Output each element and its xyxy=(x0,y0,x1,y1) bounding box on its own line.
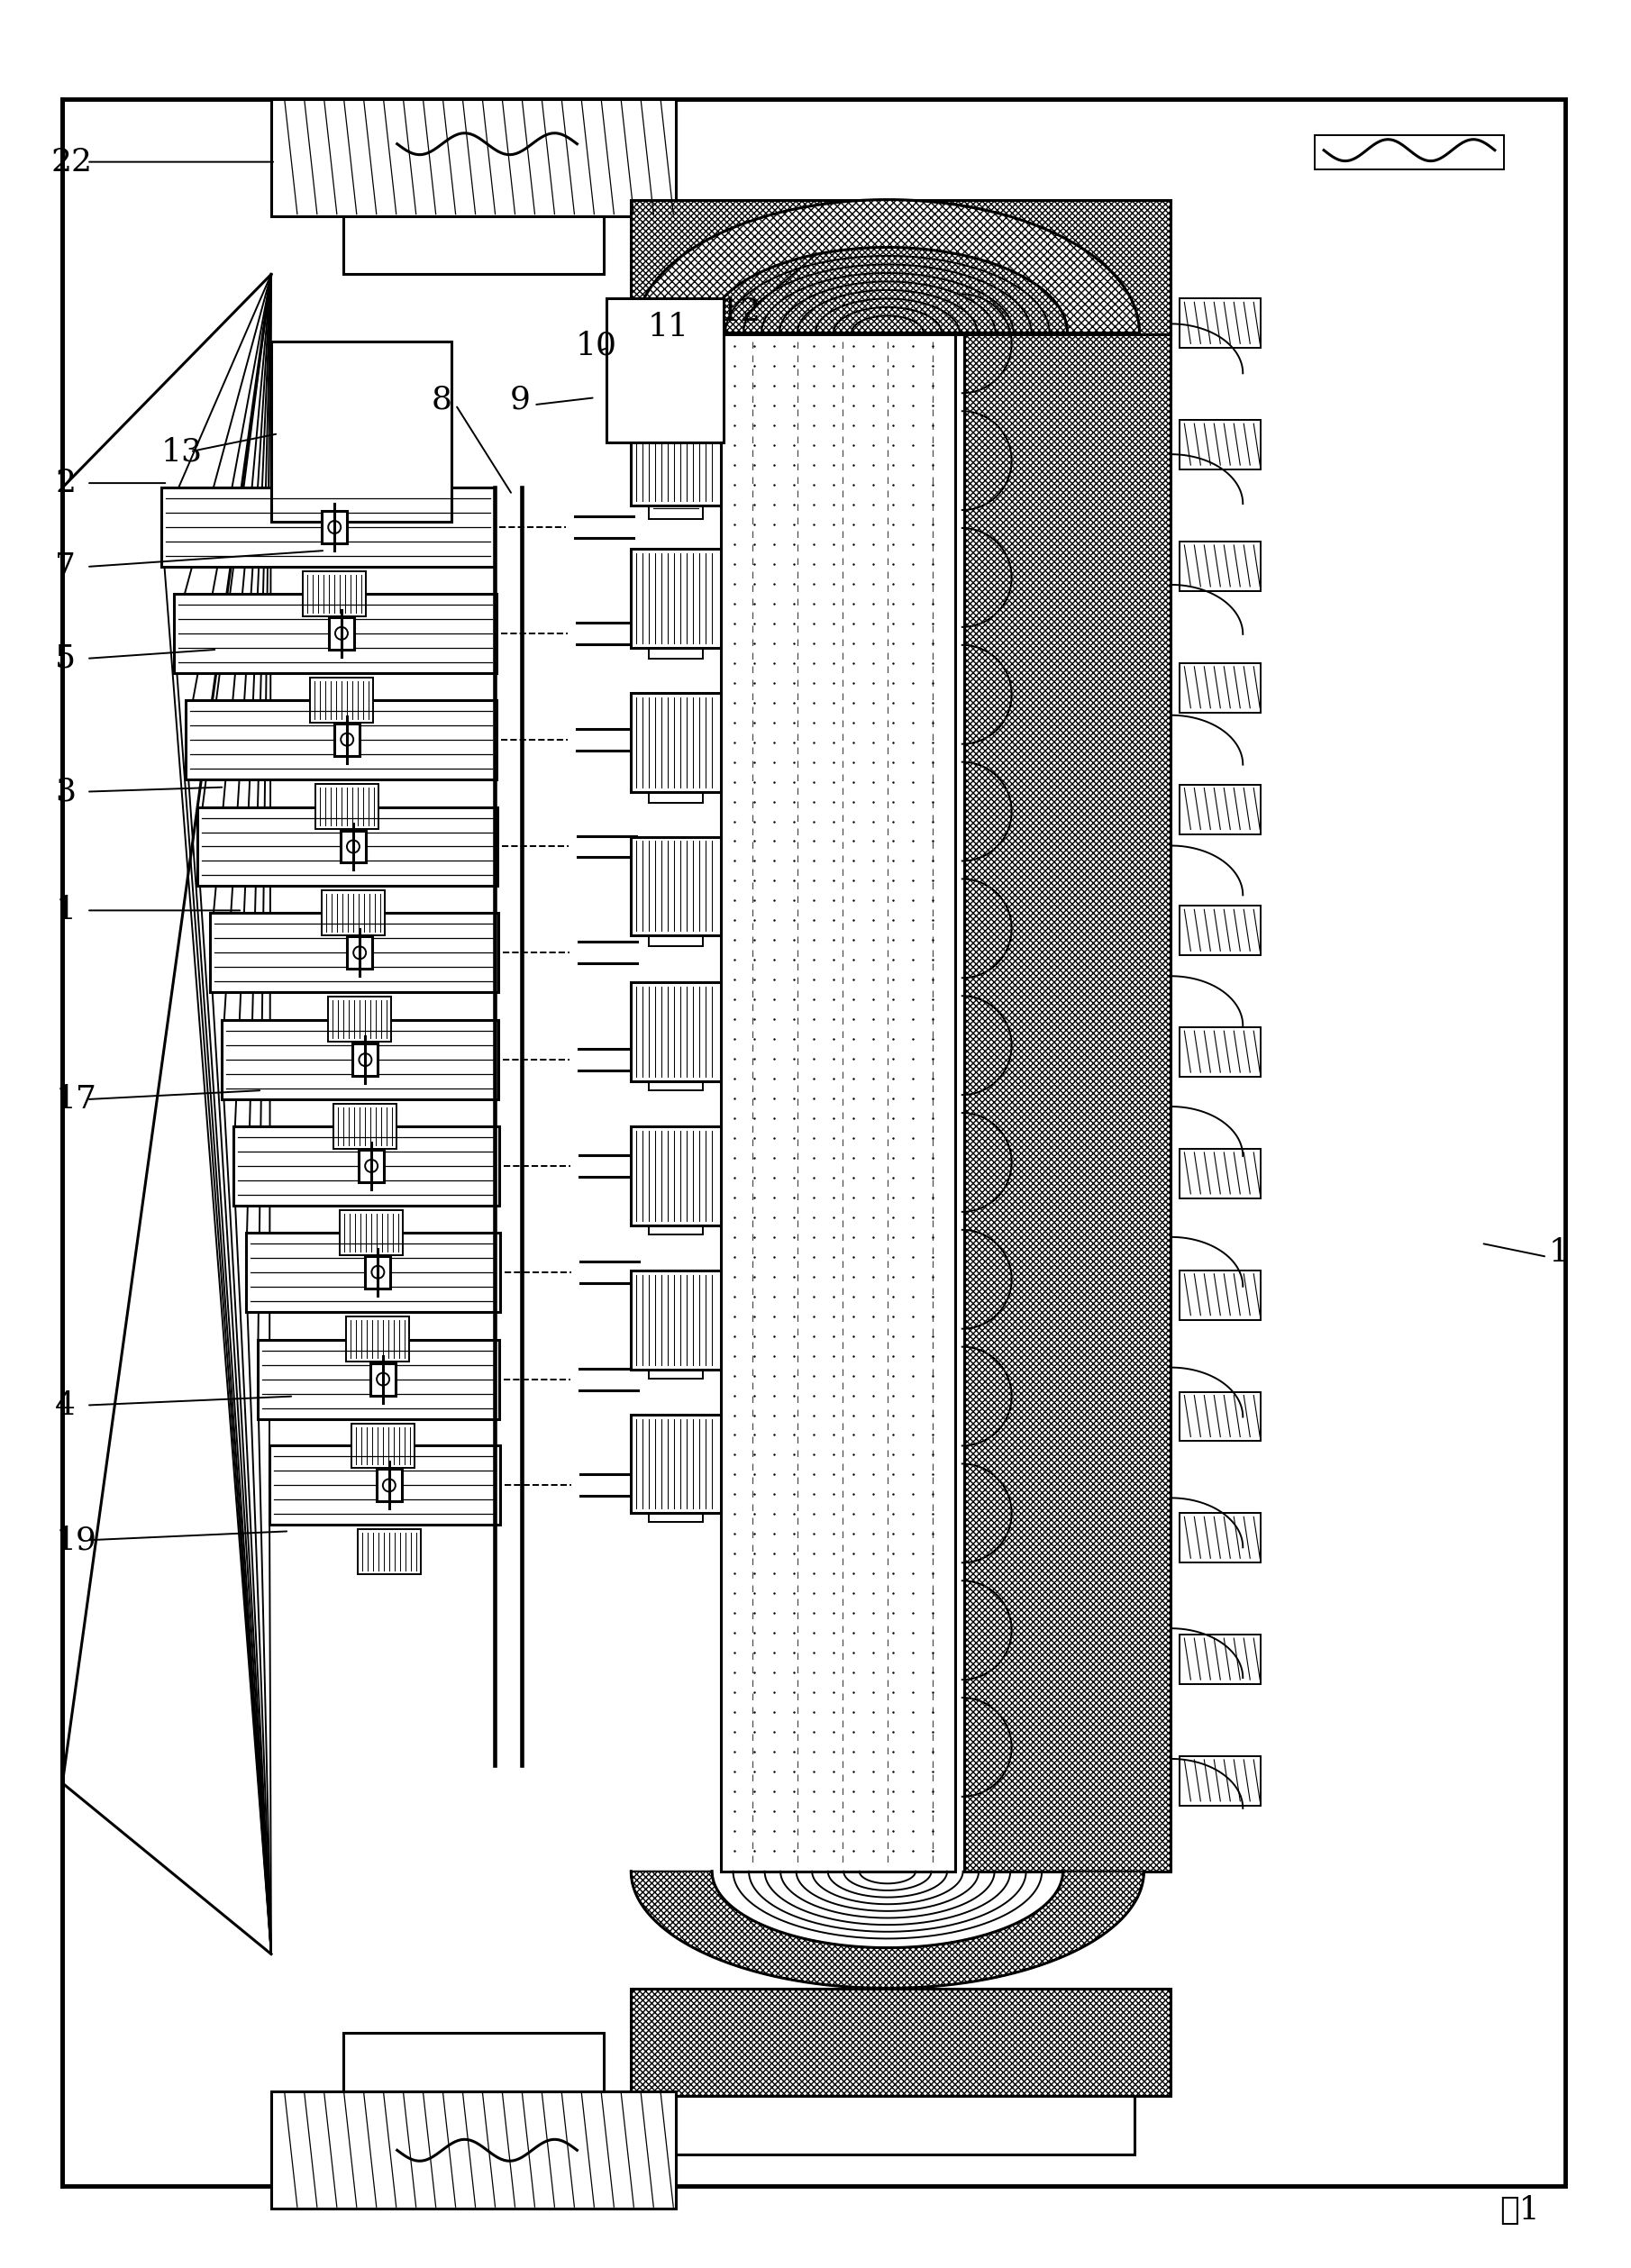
Bar xyxy=(233,1127,499,1207)
Bar xyxy=(631,1127,721,1225)
Bar xyxy=(649,866,703,946)
Text: 19: 19 xyxy=(55,1524,96,1556)
Bar xyxy=(310,678,373,723)
Text: 1: 1 xyxy=(1549,1236,1569,1268)
Bar xyxy=(334,723,360,755)
Bar xyxy=(631,406,721,506)
Bar xyxy=(271,342,452,522)
Bar xyxy=(1179,1270,1261,1320)
Bar xyxy=(721,333,956,1871)
Text: 7: 7 xyxy=(55,551,77,583)
Bar xyxy=(667,2096,1135,2155)
Bar xyxy=(197,807,497,887)
Bar xyxy=(1179,785,1261,835)
Bar xyxy=(631,549,721,649)
Bar xyxy=(321,510,347,544)
Bar xyxy=(1179,1755,1261,1805)
Text: 3: 3 xyxy=(55,776,77,807)
Bar xyxy=(1179,1027,1261,1077)
Polygon shape xyxy=(631,1871,1143,1989)
Bar xyxy=(321,891,385,937)
Bar xyxy=(210,914,497,993)
Bar xyxy=(341,830,365,862)
Bar xyxy=(186,701,496,780)
Bar xyxy=(329,617,354,649)
Bar xyxy=(607,299,724,442)
Bar xyxy=(377,1470,401,1501)
Bar xyxy=(359,1150,383,1182)
Text: 图1: 图1 xyxy=(1499,2195,1540,2225)
Bar xyxy=(631,837,721,937)
Text: 13: 13 xyxy=(161,435,202,467)
Text: 1: 1 xyxy=(55,896,77,925)
Bar xyxy=(246,1232,499,1311)
Bar xyxy=(1179,542,1261,592)
Bar xyxy=(334,1105,396,1150)
Text: 8: 8 xyxy=(431,383,452,415)
Bar xyxy=(631,1989,1171,2096)
Bar xyxy=(352,1043,378,1075)
Text: 11: 11 xyxy=(648,313,688,342)
Bar xyxy=(258,1340,499,1420)
Bar xyxy=(649,438,703,519)
Bar xyxy=(271,2091,675,2209)
Bar xyxy=(343,2032,603,2091)
Bar xyxy=(1179,1635,1261,1685)
Text: 4: 4 xyxy=(55,1390,77,1420)
Bar xyxy=(357,1529,421,1574)
Bar xyxy=(370,1363,396,1395)
Bar xyxy=(347,937,372,968)
Bar xyxy=(303,572,365,617)
Bar xyxy=(161,488,494,567)
Bar xyxy=(175,594,496,674)
Bar xyxy=(269,1445,499,1524)
Bar xyxy=(631,1415,721,1513)
Bar xyxy=(1315,134,1504,170)
Bar xyxy=(649,721,703,803)
Bar xyxy=(222,1021,497,1100)
Bar xyxy=(316,782,378,828)
Bar xyxy=(365,1256,390,1288)
Bar xyxy=(1179,420,1261,469)
Bar xyxy=(649,1440,703,1522)
Bar xyxy=(631,200,1171,336)
Bar xyxy=(1179,1150,1261,1198)
Bar xyxy=(631,692,721,792)
Text: 17: 17 xyxy=(55,1084,96,1114)
Text: 2: 2 xyxy=(55,467,77,499)
Bar xyxy=(649,1154,703,1234)
Text: 9: 9 xyxy=(509,383,530,415)
Text: 5: 5 xyxy=(55,644,77,674)
Bar xyxy=(271,100,675,215)
Text: 10: 10 xyxy=(576,331,617,361)
Bar xyxy=(649,1009,703,1091)
Bar xyxy=(964,333,1171,1871)
Bar xyxy=(649,1297,703,1379)
Bar xyxy=(631,982,721,1082)
Bar xyxy=(1179,299,1261,347)
Bar xyxy=(1179,1393,1261,1440)
Bar xyxy=(631,1270,721,1370)
Bar xyxy=(1179,905,1261,955)
Bar xyxy=(328,998,391,1041)
Text: 22: 22 xyxy=(51,147,93,177)
Bar xyxy=(339,1211,403,1254)
Text: 12: 12 xyxy=(719,297,760,327)
Bar xyxy=(1179,1513,1261,1563)
Bar xyxy=(343,215,603,274)
Bar xyxy=(352,1424,414,1467)
Bar xyxy=(1179,662,1261,712)
Bar xyxy=(649,578,703,658)
Polygon shape xyxy=(636,200,1140,333)
Bar xyxy=(346,1315,409,1361)
